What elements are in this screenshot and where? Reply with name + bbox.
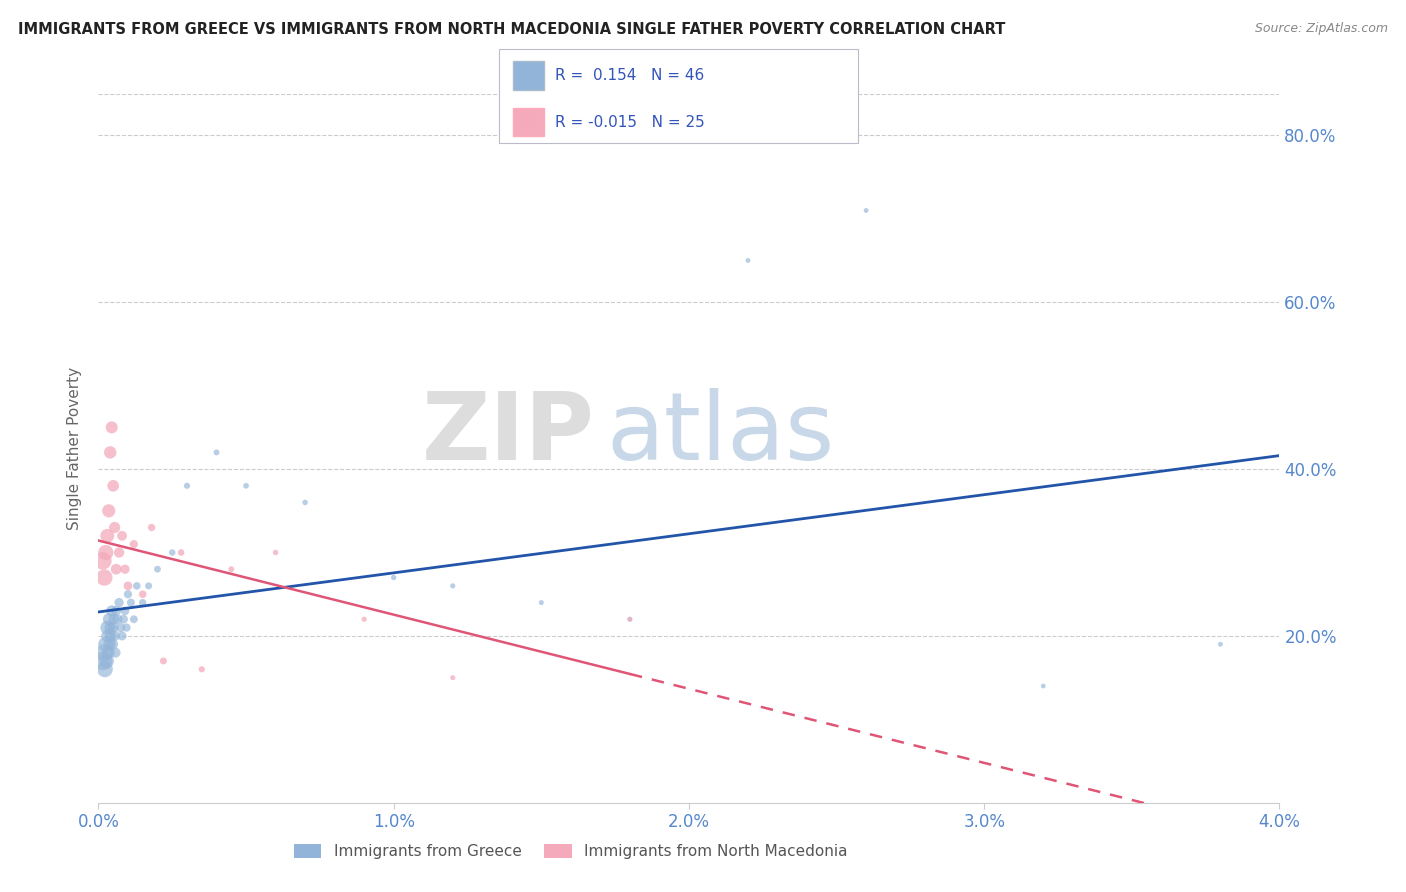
Point: [141, 520, 163, 534]
Point: [737, 253, 759, 268]
Point: [138, 579, 160, 593]
Point: [108, 596, 131, 610]
Point: [101, 637, 124, 651]
Point: [111, 529, 134, 543]
Point: [294, 495, 316, 509]
Point: [162, 545, 183, 559]
Text: atlas: atlas: [606, 388, 835, 480]
Point: [221, 562, 243, 576]
Point: [91, 554, 114, 568]
Point: [93, 646, 115, 660]
Text: Source: ZipAtlas.com: Source: ZipAtlas.com: [1254, 22, 1388, 36]
Point: [103, 621, 125, 635]
Point: [117, 587, 139, 601]
Point: [100, 629, 122, 643]
Point: [125, 579, 148, 593]
Point: [100, 420, 122, 434]
Text: IMMIGRANTS FROM GREECE VS IMMIGRANTS FROM NORTH MACEDONIA SINGLE FATHER POVERTY : IMMIGRANTS FROM GREECE VS IMMIGRANTS FRO…: [18, 22, 1005, 37]
Text: ZIP: ZIP: [422, 388, 595, 480]
Point: [110, 621, 132, 635]
Point: [94, 662, 117, 676]
Point: [104, 629, 127, 643]
Point: [98, 621, 121, 635]
Point: [96, 529, 118, 543]
Point: [115, 621, 138, 635]
Point: [98, 612, 121, 626]
Point: [264, 545, 287, 559]
Legend: Immigrants from Greece, Immigrants from North Macedonia: Immigrants from Greece, Immigrants from …: [294, 844, 848, 859]
Point: [235, 479, 257, 493]
Point: [103, 612, 125, 626]
Text: R = -0.015   N = 25: R = -0.015 N = 25: [555, 114, 706, 129]
Point: [117, 579, 139, 593]
Point: [176, 479, 198, 493]
Point: [152, 654, 174, 668]
Point: [353, 612, 375, 626]
Point: [97, 629, 120, 643]
Point: [191, 662, 214, 676]
Point: [96, 654, 118, 668]
Point: [120, 596, 142, 610]
Point: [146, 562, 169, 576]
Point: [93, 570, 115, 584]
Point: [112, 612, 135, 626]
Point: [97, 646, 120, 660]
Point: [98, 445, 121, 459]
Point: [105, 562, 128, 576]
Point: [97, 504, 120, 518]
Point: [104, 646, 127, 660]
Point: [94, 545, 117, 559]
Point: [1032, 679, 1054, 693]
Point: [114, 562, 136, 576]
Point: [170, 545, 193, 559]
Point: [530, 596, 553, 610]
Point: [205, 445, 228, 459]
Point: [111, 629, 134, 643]
Y-axis label: Single Father Poverty: Single Father Poverty: [67, 367, 83, 530]
Point: [91, 654, 114, 668]
Point: [105, 604, 128, 618]
Point: [122, 537, 145, 551]
Point: [94, 637, 117, 651]
Point: [114, 604, 136, 618]
Point: [441, 671, 464, 685]
Point: [619, 612, 641, 626]
Point: [441, 579, 464, 593]
Point: [100, 604, 122, 618]
Point: [122, 612, 145, 626]
Point: [855, 203, 877, 218]
Point: [382, 570, 405, 584]
Point: [1209, 637, 1232, 651]
Point: [108, 545, 131, 559]
Point: [103, 479, 125, 493]
Text: R =  0.154   N = 46: R = 0.154 N = 46: [555, 68, 704, 83]
Point: [107, 612, 129, 626]
Point: [96, 621, 118, 635]
Point: [132, 587, 155, 601]
Point: [98, 637, 121, 651]
Point: [619, 612, 641, 626]
Point: [132, 596, 155, 610]
Point: [104, 520, 127, 534]
